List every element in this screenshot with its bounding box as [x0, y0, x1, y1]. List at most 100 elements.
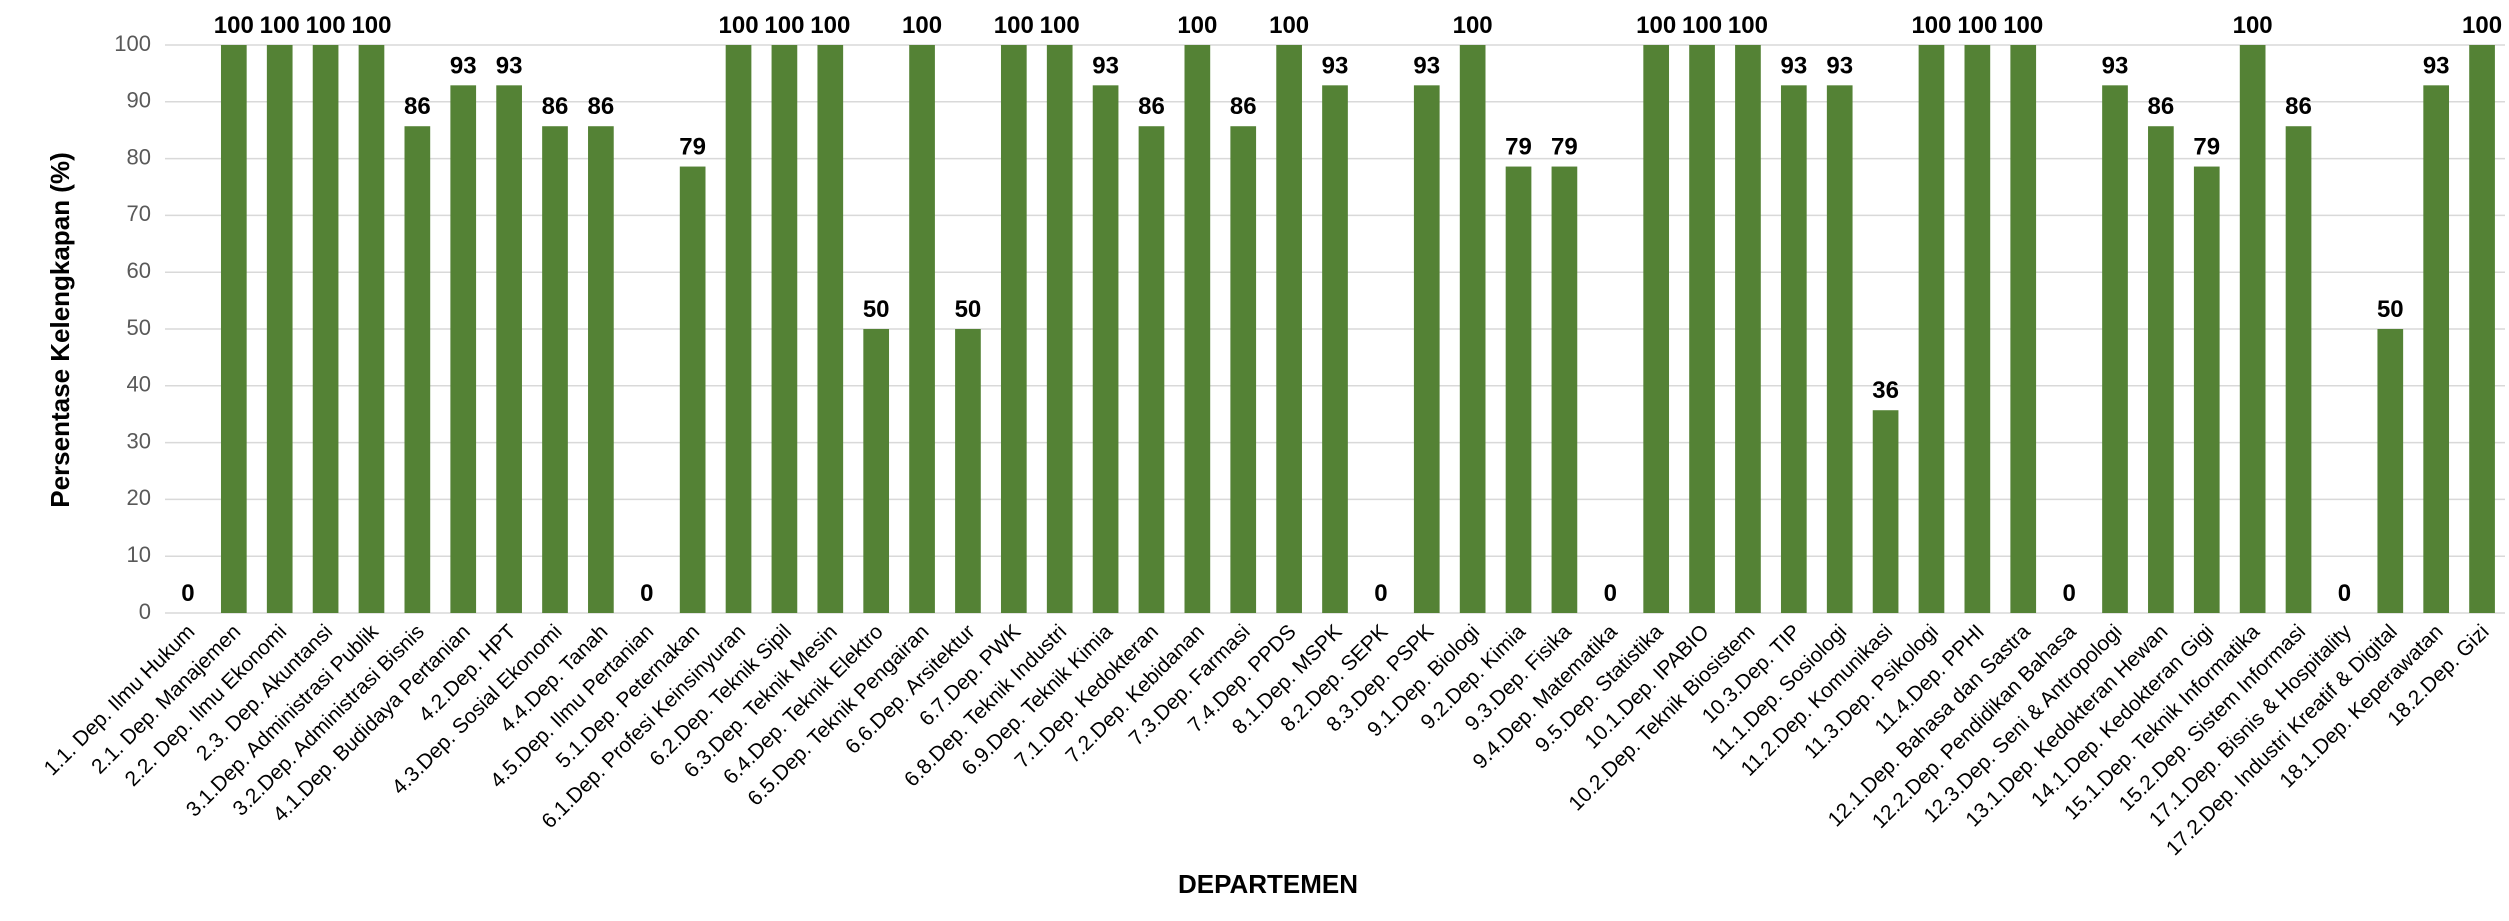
bar — [2469, 45, 2495, 613]
y-tick-label: 90 — [127, 88, 151, 113]
bar — [771, 45, 798, 613]
data-label: 0 — [1374, 580, 1387, 607]
bar — [1780, 85, 1807, 613]
data-label: 0 — [2062, 580, 2075, 607]
data-label: 50 — [955, 296, 982, 323]
y-tick-label: 0 — [139, 599, 151, 624]
bar — [2285, 126, 2312, 613]
bar — [1505, 166, 1532, 613]
bar — [1092, 85, 1119, 613]
data-label: 100 — [214, 12, 254, 39]
data-label: 100 — [1636, 12, 1676, 39]
data-label: 0 — [2338, 580, 2351, 607]
bar — [2377, 329, 2404, 613]
data-label: 100 — [2233, 12, 2273, 39]
data-label: 79 — [1505, 134, 1532, 161]
bar — [679, 166, 706, 613]
data-label: 93 — [1322, 52, 1349, 79]
bar — [450, 85, 477, 613]
data-label: 86 — [2285, 93, 2312, 120]
data-label: 0 — [1604, 580, 1617, 607]
bar — [496, 85, 522, 613]
y-tick-label: 40 — [127, 372, 151, 397]
bar — [1918, 45, 1945, 613]
data-label: 36 — [1872, 377, 1899, 404]
data-label: 93 — [2102, 52, 2129, 79]
bar — [1826, 85, 1853, 613]
data-label: 0 — [640, 580, 653, 607]
data-label: 100 — [810, 12, 850, 39]
bar — [1276, 45, 1302, 613]
data-label: 100 — [351, 12, 391, 39]
bar — [266, 45, 293, 613]
y-tick-label: 80 — [127, 144, 151, 169]
bar — [1551, 166, 1578, 613]
bar — [817, 45, 844, 613]
bar — [220, 45, 247, 613]
data-label: 0 — [181, 580, 194, 607]
bar — [863, 329, 890, 613]
bar — [1322, 85, 1348, 613]
data-label: 100 — [719, 12, 759, 39]
bar — [358, 45, 385, 613]
data-label: 93 — [1826, 52, 1853, 79]
data-label: 100 — [1453, 12, 1493, 39]
bar — [2010, 45, 2037, 613]
data-label: 93 — [496, 52, 523, 79]
data-label: 100 — [1682, 12, 1722, 39]
data-label: 100 — [1728, 12, 1768, 39]
data-label: 79 — [2193, 134, 2220, 161]
y-tick-label: 70 — [127, 201, 151, 226]
data-label: 86 — [404, 93, 431, 120]
bar — [312, 45, 339, 613]
bar — [909, 45, 935, 613]
data-label: 93 — [450, 52, 477, 79]
data-label: 100 — [1911, 12, 1951, 39]
data-label: 93 — [2423, 52, 2450, 79]
bar — [2239, 45, 2266, 613]
bar — [1046, 45, 1073, 613]
data-label: 50 — [2377, 296, 2404, 323]
bar — [1230, 126, 1257, 613]
bar — [1735, 45, 1761, 613]
data-label: 93 — [1092, 52, 1119, 79]
bar — [2102, 85, 2128, 613]
data-label: 100 — [306, 12, 346, 39]
bar — [404, 126, 431, 613]
data-label: 50 — [863, 296, 890, 323]
bar — [1689, 45, 1715, 613]
bar — [725, 45, 752, 613]
y-tick-label: 50 — [127, 315, 151, 340]
data-label: 100 — [994, 12, 1034, 39]
data-label: 93 — [1780, 52, 1807, 79]
bar — [588, 126, 614, 613]
bar — [542, 126, 568, 613]
data-label: 100 — [1040, 12, 1080, 39]
data-label: 79 — [1551, 134, 1578, 161]
data-label: 100 — [902, 12, 942, 39]
data-label: 100 — [1957, 12, 1997, 39]
data-label: 100 — [2003, 12, 2043, 39]
bar — [2148, 126, 2174, 613]
bar — [1000, 45, 1027, 613]
data-label: 86 — [1230, 93, 1257, 120]
data-label: 86 — [588, 93, 615, 120]
data-label: 100 — [1177, 12, 1217, 39]
y-tick-label: 10 — [127, 542, 151, 567]
bar — [2193, 166, 2220, 613]
bar — [1872, 410, 1899, 613]
data-label: 86 — [542, 93, 569, 120]
y-axis-title: Persentase Kelengkapan (%) — [45, 152, 75, 507]
data-label: 86 — [2148, 93, 2175, 120]
bar — [955, 329, 981, 613]
bar — [1459, 45, 1486, 613]
bar — [1184, 45, 1211, 613]
data-label: 93 — [1413, 52, 1440, 79]
bar — [1643, 45, 1670, 613]
y-tick-label: 60 — [127, 258, 151, 283]
data-label: 79 — [679, 134, 706, 161]
data-label: 100 — [2462, 12, 2502, 39]
bar — [1964, 45, 1991, 613]
data-label: 100 — [260, 12, 300, 39]
